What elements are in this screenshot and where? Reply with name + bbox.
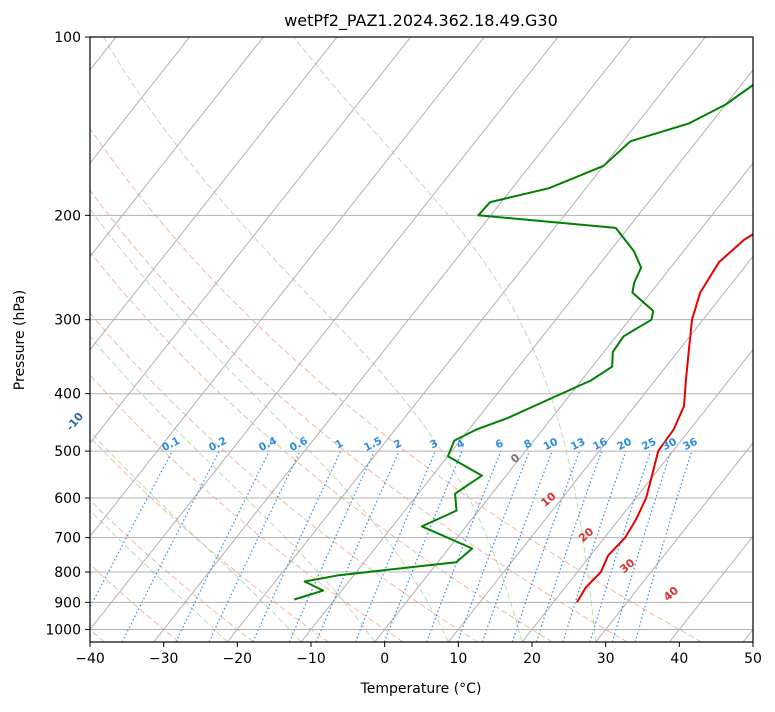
isotherm [300,69,753,642]
series-layer [293,83,753,603]
dewpoint-line [293,83,753,601]
mixing-ratio-line [383,450,463,642]
mixing-ratio-label: 2 [392,437,404,451]
mixing-ratio-line [121,450,220,642]
y-tick-label: 900 [54,595,81,611]
isotherm [90,37,485,538]
x-axis: −40 −30 −20 −10 0 10 20 30 40 50 [75,642,762,667]
isotherm [521,348,753,642]
x-tick-label: 30 [597,651,615,667]
moist-adiabat [102,37,523,642]
mixing-ratio-label: 36 [681,436,699,453]
y-axis-label: Pressure (hPa) [12,290,28,390]
dry-adiabat [90,189,628,642]
dry-adiabat [90,563,180,642]
moist-adiabat [90,430,302,642]
moist-adiabat [90,208,449,642]
mixing-ratio-line [589,450,652,642]
moist-adiabat [293,37,597,642]
x-tick-label: 50 [744,651,762,667]
y-tick-label: 600 [54,491,81,507]
y-tick-label: 800 [54,565,81,581]
mixing-ratio-line [354,450,436,642]
chart-title: wetPf2_PAZ1.2024.362.18.49.G30 [284,11,558,31]
isotherm [90,37,338,351]
mixing-ratio-label: 25 [640,436,658,453]
y-axis: 100 200 300 400 500 600 700 800 900 1000 [45,30,90,638]
x-tick-label: 40 [670,651,688,667]
isotherm [669,535,753,642]
x-tick-label: 20 [523,651,541,667]
plot-frame [89,36,754,643]
dry-adiabat [90,499,254,642]
mixing-ratio-line [175,450,270,642]
mixing-ratio-label: 10 [542,436,560,453]
y-tick-label: 100 [54,30,81,46]
mixing-ratio-line [288,450,375,642]
x-tick-label: −20 [223,651,253,667]
x-tick-label: −30 [149,651,179,667]
mixing-ratio-label: 4 [455,437,467,451]
isotherm [153,37,633,642]
mixing-ratio-label: 1 [333,437,345,451]
isotherm [448,255,753,642]
isotherm [595,442,753,642]
mixing-ratio-line [511,450,581,642]
mixing-ratio-line [457,450,530,642]
isotherm [90,37,264,258]
isotherm [90,37,191,165]
mixing-ratio-label: 30 [660,436,678,453]
y-tick-label: 300 [54,313,81,329]
mixing-ratio-line [315,450,400,642]
mixing-ratio-label: 6 [494,437,506,451]
mixing-ratio-label: 13 [569,436,587,453]
mixing-ratio-label: 8 [522,437,534,451]
isotherm [90,37,412,444]
moist-adiabat [90,509,228,642]
isotherm [227,37,706,642]
mixing-ratio-label: 16 [591,436,609,453]
dry-adiabat [90,436,329,642]
y-tick-label: 200 [54,208,81,224]
mixing-ratio-line [425,450,502,642]
x-tick-label: 10 [449,651,467,667]
x-axis-label: Temperature (°C) [360,681,482,697]
mixing-ratio-line [562,450,627,642]
dry-adiabat [90,374,404,642]
mixing-ratio-label: 3 [428,437,440,451]
y-tick-label: 700 [54,531,81,547]
y-tick-label: 500 [54,444,81,460]
dry-adiabat [90,250,553,642]
mixing-ratio-line [481,450,553,642]
dry-adiabat [90,127,703,642]
dry-adiabat [90,312,478,642]
temperature-line [576,233,753,603]
x-tick-label: 0 [380,651,389,667]
mixing-ratio-line [611,450,672,642]
mixing-ratio-line [535,450,603,642]
mixing-ratio-line [634,450,693,642]
x-tick-label: −10 [296,651,326,667]
mixing-ratio-line [90,450,173,609]
mixing-ratio-label: 20 [615,436,633,453]
x-tick-label: −40 [75,651,105,667]
isotherm [90,37,559,631]
y-tick-label: 1000 [45,622,81,638]
y-tick-label: 400 [54,387,81,403]
moist-adiabat [90,335,376,642]
